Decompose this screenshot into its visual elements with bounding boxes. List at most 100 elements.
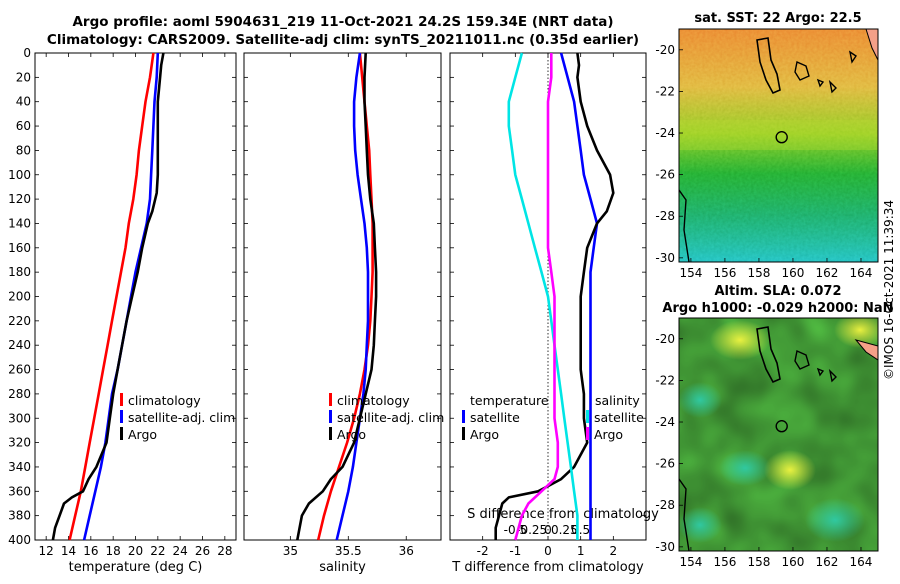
sst-coastline-new-caledonia <box>756 37 781 95</box>
figure-title-line2: Climatology: CARS2009. Satellite-adj cli… <box>47 32 639 48</box>
legend-title-salinity: salinity <box>595 393 640 408</box>
difference-series-satellite-temperature <box>559 52 599 540</box>
difference-series-satellite-salinity <box>507 52 579 540</box>
sla-map-subtitle: Argo h1000: -0.029 h2000: NaN <box>662 301 893 316</box>
temperature-series-argo <box>51 52 165 541</box>
depth-tick-label: 200 <box>8 290 31 304</box>
depth-tick-label: 380 <box>8 509 31 523</box>
imos-timestamp-label: ©IMOS 16-Oct-2021 11:39:34 <box>882 200 896 380</box>
sst_map-lat-tick-label: -26 <box>655 168 675 182</box>
legend-swatch <box>120 393 123 406</box>
sst_map-lon-tick-label: 156 <box>713 266 736 280</box>
sla_map-lon-tick-label: 162 <box>816 555 839 569</box>
legend-entry: satellite-adj. clim <box>128 410 235 425</box>
sla-coastline-australia <box>679 478 690 551</box>
depth-tick-label: 400 <box>8 533 31 547</box>
legend-swatch <box>120 427 123 440</box>
sst-map-title: sat. SST: 22 Argo: 22.5 <box>694 11 861 26</box>
legend-swatch <box>329 427 332 440</box>
sla_map-lon-tick-label: 154 <box>679 555 702 569</box>
salinity-xlabel: salinity <box>319 560 366 575</box>
depth-tick-label: 280 <box>8 387 31 401</box>
sla_map-lat-tick-label: -28 <box>655 498 675 512</box>
legend-entry: climatology <box>337 393 410 408</box>
difference-xlabel: T difference from climatology <box>451 560 644 575</box>
sst-coastline-australia <box>679 189 690 262</box>
salinity-diff-xtick-label: 0.25 <box>551 523 578 537</box>
sla-blob-cyan-1 <box>679 382 722 418</box>
sst_map-lat-tick-label: -22 <box>655 84 675 98</box>
salinity-diff-xtick-label: 0 <box>544 523 552 537</box>
sla_map-lat-tick-label: -30 <box>655 540 675 554</box>
legend-entry: Argo <box>128 427 157 442</box>
depth-tick-label: 260 <box>8 363 31 377</box>
sla-coastline-nz-corner <box>854 339 878 361</box>
legend-swatch <box>329 393 332 406</box>
sst_map-lat-tick-label: -20 <box>655 43 675 57</box>
temperature-xtick-label: 26 <box>195 544 210 558</box>
salinity-xtick-label: 35.5 <box>335 544 362 558</box>
sla_map-lat-tick-label: -26 <box>655 457 675 471</box>
sla_map-lat-tick-label: -24 <box>655 415 675 429</box>
sst-map-field <box>679 29 878 262</box>
depth-tick-label: 0 <box>23 46 31 60</box>
difference-xtick-label: 2 <box>610 544 618 558</box>
temperature-xtick-label: 18 <box>106 544 121 558</box>
sla-blob-yellow-1 <box>710 320 770 360</box>
depth-tick-label: 340 <box>8 460 31 474</box>
depth-tick-label: 40 <box>16 95 31 109</box>
difference-panel: -2 -1 0 1 2 T difference from climatology S di… <box>449 52 659 575</box>
sla-coastline-new-caledonia <box>756 326 781 384</box>
temperature-panel: 0 20 40 60 80 100 120 140 160 180 200 220 240 260 280 3… <box>8 46 237 575</box>
depth-tick-label: 100 <box>8 168 31 182</box>
legend-swatch <box>329 410 332 423</box>
salinity-diff-xlabel: S difference from climatology <box>467 507 659 522</box>
difference-xtick-label: -1 <box>509 544 521 558</box>
depth-tick-label: 160 <box>8 241 31 255</box>
sst_map-lon-tick-label: 154 <box>679 266 702 280</box>
salinity-series-argo <box>296 52 378 541</box>
sla_map-lon-tick-label: 158 <box>747 555 770 569</box>
sst-argo-location-marker <box>775 130 788 144</box>
sla_map-lat-tick-label: -20 <box>655 332 675 346</box>
sst-coastline-nz-corner <box>865 29 878 61</box>
depth-tick-label: 320 <box>8 436 31 450</box>
depth-tick-label: 80 <box>16 143 31 157</box>
sla-blob-cyan-2 <box>719 450 771 486</box>
sla-coastline-islands <box>794 350 837 383</box>
salinity-xtick-label: 35 <box>283 544 298 558</box>
salinity-diff-xtick-label: -0.25 <box>516 523 547 537</box>
temperature-xtick-label: 22 <box>150 544 165 558</box>
sla-blob-yellow-2 <box>834 318 878 348</box>
legend-entry: satellite-adj. clim <box>337 410 444 425</box>
legend-title-temperature: temperature <box>470 393 549 408</box>
depth-tick-label: 60 <box>16 119 31 133</box>
sla-blob-yellow-3 <box>764 450 816 490</box>
sst_map-lon-tick-label: 164 <box>850 266 873 280</box>
depth-tick-label: 120 <box>8 192 31 206</box>
sst_map-lon-tick-label: 162 <box>816 266 839 280</box>
salinity-diff-xtick-label: -0.5 <box>504 523 527 537</box>
legend-entry: satellite <box>594 410 644 425</box>
temperature-axes-frame <box>34 52 237 541</box>
depth-tick-label: 240 <box>8 338 31 352</box>
sla-map-title: Altim. SLA: 0.072 <box>715 284 842 299</box>
sst_map-lat-tick-label: -28 <box>655 209 675 223</box>
sst_map-lon-tick-label: 160 <box>782 266 805 280</box>
depth-tick-label: 360 <box>8 484 31 498</box>
temperature-xtick-label: 12 <box>39 544 54 558</box>
legend-swatch <box>462 427 465 440</box>
sla-blob-cyan-3 <box>805 498 865 542</box>
sst_map-lon-tick-label: 158 <box>747 266 770 280</box>
temperature-xtick-label: 16 <box>83 544 98 558</box>
temperature-xlabel: temperature (deg C) <box>69 560 203 575</box>
sst_map-lat-tick-label: -24 <box>655 126 675 140</box>
sla-map: Altim. SLA: 0.072 Argo h1000: -0.029 h20… <box>655 284 893 569</box>
legend-entry: Argo <box>470 427 499 442</box>
depth-tick-label: 20 <box>16 70 31 84</box>
sla_map-lon-tick-label: 164 <box>850 555 873 569</box>
legend-swatch <box>586 410 589 423</box>
salinity-series-climatology <box>316 52 374 541</box>
temperature-xtick-label: 14 <box>61 544 76 558</box>
